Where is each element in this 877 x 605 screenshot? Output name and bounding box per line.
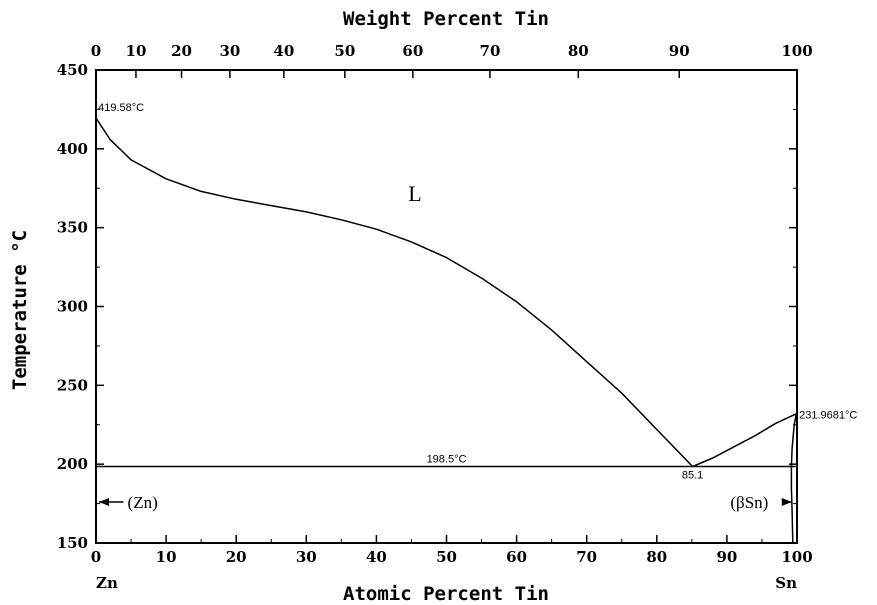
y-tick-label: 350 — [57, 219, 88, 237]
x-axis-title: Atomic Percent Tin — [343, 583, 549, 605]
top-tick-label: 0 — [91, 42, 101, 60]
x-tick-label: 20 — [226, 548, 247, 566]
y-tick-label: 150 — [57, 534, 88, 552]
top-tick-label: 100 — [781, 42, 812, 60]
y-tick-label: 400 — [57, 140, 88, 158]
y-tick-label: 450 — [57, 61, 88, 79]
top-tick-label: 50 — [334, 42, 355, 60]
y-tick-label: 300 — [57, 298, 88, 316]
solvus-sn — [790, 413, 798, 544]
top-tick-label: 60 — [402, 42, 423, 60]
x-tick-label: 30 — [296, 548, 317, 566]
top-tick-label: 10 — [126, 42, 147, 60]
x-tick-label: 50 — [436, 548, 457, 566]
x-tick-label: 60 — [506, 548, 527, 566]
y-tick-label: 200 — [57, 455, 88, 473]
x-tick-label: 40 — [366, 548, 387, 566]
top-tick-label: 30 — [219, 42, 240, 60]
x-tick-label: 10 — [156, 548, 177, 566]
top-tick-label: 90 — [669, 42, 690, 60]
eutectic-temperature-label: 198.5°C — [427, 454, 467, 466]
y-axis-title: Temperature °C — [9, 230, 31, 390]
eutectic-composition-label: 85.1 — [682, 469, 703, 481]
element-label-zn: Zn — [96, 574, 118, 592]
sn-phase-label: (βSn) — [730, 493, 768, 512]
x-tick-label: 70 — [576, 548, 597, 566]
x-tick-label: 0 — [91, 548, 101, 566]
liquid-phase-label: L — [408, 181, 421, 206]
top-tick-label: 80 — [568, 42, 589, 60]
y-tick-label: 250 — [57, 376, 88, 394]
zn-phase-arrow-head — [99, 498, 109, 507]
ticks-layer: 0 10 20 30 40 50 60 70 80 90 100 0 10 20 30 40 50 60 70 80 9… — [57, 42, 813, 566]
liquidus-sn-side — [692, 413, 797, 468]
zn-phase-label: (Zn) — [128, 493, 158, 512]
element-label-sn: Sn — [775, 574, 797, 592]
sn-melting-point-label: 231.9681°C — [799, 409, 857, 421]
x-tick-label: 80 — [646, 548, 667, 566]
curves-layer — [95, 117, 798, 544]
labels-layer: 419.58°C 198.5°C 85.1 231.9681°C L (Zn) (βSn) — [98, 102, 857, 512]
top-tick-label: 70 — [480, 42, 501, 60]
top-tick-label: 40 — [273, 42, 294, 60]
sn-phase-arrow-head — [781, 498, 792, 507]
top-axis-title: Weight Percent Tin — [343, 8, 549, 30]
liquidus-zn-side — [95, 117, 694, 468]
x-tick-label: 90 — [716, 548, 737, 566]
zn-melting-point-label: 419.58°C — [98, 102, 144, 114]
x-tick-label: 100 — [781, 548, 812, 566]
top-tick-label: 20 — [171, 42, 192, 60]
